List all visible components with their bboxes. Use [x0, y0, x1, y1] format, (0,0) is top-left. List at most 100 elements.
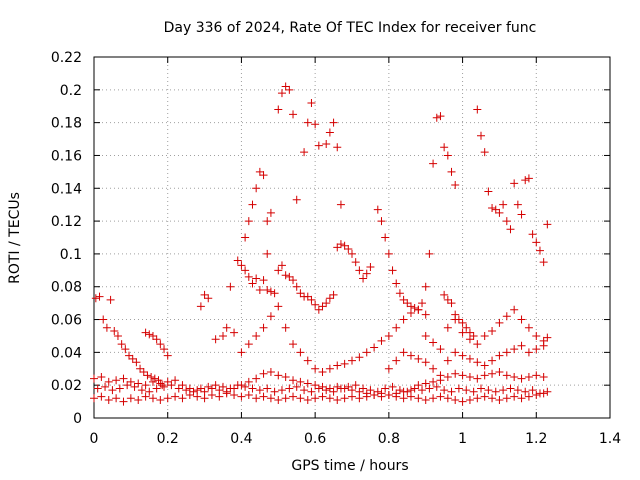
data-point [513, 386, 522, 395]
data-point [447, 387, 456, 396]
data-point [281, 372, 290, 381]
data-point [429, 394, 438, 403]
data-point [167, 381, 176, 390]
data-point [491, 387, 500, 396]
data-point [303, 395, 312, 404]
data-point [462, 323, 471, 332]
data-point [241, 382, 250, 391]
data-point [395, 289, 404, 298]
data-point [143, 371, 152, 380]
x-tick-label: 0.2 [157, 431, 179, 447]
data-point [255, 167, 264, 176]
data-point [458, 318, 467, 327]
series-rising-track-b [141, 328, 172, 360]
data-point [532, 391, 541, 400]
data-point [348, 356, 356, 365]
data-point [392, 279, 401, 288]
data-point [539, 258, 548, 267]
data-point [147, 372, 156, 381]
data-point [377, 392, 386, 401]
data-point [458, 397, 467, 406]
data-point [259, 323, 268, 332]
data-point [329, 290, 338, 299]
data-point [524, 348, 533, 357]
data-point [477, 131, 485, 140]
data-point [163, 394, 172, 403]
data-point [277, 261, 286, 270]
data-point [517, 394, 526, 403]
data-point [322, 386, 331, 395]
series-low-band-3 [90, 368, 548, 401]
data-point [388, 382, 397, 391]
data-point [152, 335, 161, 344]
data-point [259, 276, 268, 285]
data-point [502, 348, 511, 357]
data-point [340, 394, 349, 403]
data-point [274, 395, 283, 404]
data-point [510, 305, 519, 314]
data-point [274, 105, 283, 114]
data-point [289, 340, 298, 349]
data-point [101, 382, 110, 391]
data-point [436, 345, 445, 354]
data-point [244, 217, 253, 226]
data-point [252, 331, 261, 340]
data-point [336, 200, 345, 209]
data-point [366, 263, 375, 272]
data-point [322, 139, 331, 148]
data-point [255, 386, 264, 395]
data-point [488, 369, 497, 378]
data-point [154, 376, 163, 385]
data-point [384, 331, 393, 340]
series-late-scatter-d [384, 341, 548, 380]
data-point [285, 85, 294, 94]
data-point [443, 151, 452, 160]
data-point [110, 327, 119, 336]
data-point [292, 282, 301, 291]
data-point [277, 386, 286, 395]
data-point [370, 391, 379, 400]
data-point [248, 384, 257, 393]
data-point [163, 351, 172, 360]
data-point [252, 274, 261, 283]
data-point [458, 371, 467, 380]
y-tick-label: 0.06 [51, 313, 82, 329]
data-point [237, 261, 246, 270]
data-point [399, 348, 408, 357]
data-point [473, 105, 482, 114]
data-point [281, 271, 290, 280]
data-point [506, 225, 515, 234]
data-point [340, 241, 349, 250]
data-point [281, 82, 290, 91]
data-point [443, 356, 452, 365]
data-point [421, 282, 430, 291]
data-point [171, 376, 180, 385]
data-point [211, 381, 220, 390]
data-point [524, 392, 533, 401]
data-point [425, 384, 434, 393]
data-point [97, 372, 106, 381]
data-point [274, 371, 283, 380]
y-tick-label: 0.16 [51, 148, 82, 164]
data-point [137, 386, 146, 395]
data-point [158, 381, 167, 390]
data-point [333, 382, 342, 391]
data-point [535, 389, 544, 398]
data-point [447, 167, 456, 176]
data-point [244, 391, 253, 400]
data-point [377, 336, 386, 345]
data-point [325, 384, 334, 393]
data-point [219, 382, 227, 391]
data-point [421, 395, 430, 404]
data-point [193, 386, 202, 395]
x-tick-label: 1.2 [525, 431, 547, 447]
data-point [406, 351, 415, 360]
data-point [333, 395, 342, 404]
data-point [480, 331, 489, 340]
data-point [270, 387, 279, 396]
data-point [384, 249, 393, 258]
data-point [115, 384, 124, 393]
data-point [392, 389, 401, 398]
data-point [325, 294, 334, 303]
data-point [447, 299, 456, 308]
